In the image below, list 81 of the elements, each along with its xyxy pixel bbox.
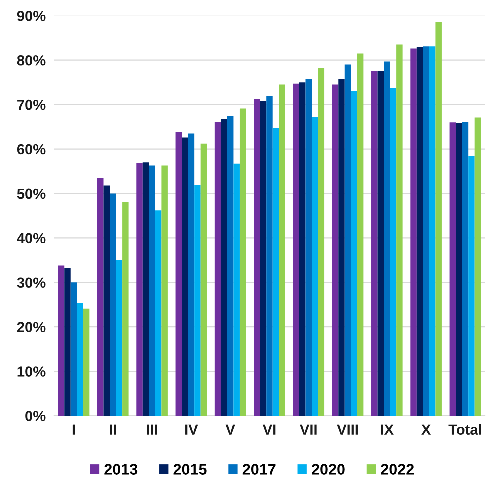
y-tick-label: 30% (17, 278, 46, 288)
bar (234, 164, 240, 416)
bar (416, 47, 424, 416)
x-tick-label: II (110, 424, 116, 435)
bar (149, 166, 156, 416)
x-tick-label: VIII (337, 424, 358, 435)
legend-label: 2013 (104, 464, 138, 475)
bar (214, 122, 222, 416)
bar (306, 79, 312, 416)
x-tick-label: III (147, 424, 158, 435)
legend-label: 2017 (242, 464, 276, 475)
bar (122, 202, 129, 416)
bar (194, 185, 201, 416)
bar (299, 82, 306, 416)
bar (70, 282, 78, 416)
bar (474, 118, 482, 416)
bar (77, 303, 84, 416)
bar (351, 91, 358, 416)
bar (344, 64, 352, 416)
y-tick-label: 10% (18, 366, 46, 377)
bar (104, 186, 110, 416)
x-tick-label: Total (448, 424, 482, 436)
bar (272, 128, 280, 416)
x-tick-label: V (226, 424, 236, 435)
y-tick-label: 50% (17, 188, 46, 200)
y-tick-label: 20% (17, 322, 46, 332)
bar (429, 46, 436, 416)
y-tick-label: 70% (18, 100, 46, 110)
y-tick-label: 90% (17, 11, 46, 22)
x-tick-label: X (422, 424, 432, 435)
bar (332, 84, 339, 416)
bar (378, 71, 384, 416)
x-tick-label: I (72, 424, 76, 435)
bar (155, 210, 162, 416)
bar (396, 44, 403, 416)
bar (142, 162, 150, 416)
bar (83, 308, 90, 416)
y-tick-label: 80% (17, 55, 46, 66)
x-tick-label: VII (300, 424, 317, 435)
bar (318, 68, 325, 416)
bar (468, 156, 475, 416)
bar (260, 101, 267, 416)
legend-label: 2020 (312, 464, 345, 475)
bar (279, 84, 286, 416)
bar (97, 178, 104, 416)
bar (227, 116, 234, 416)
bar (266, 96, 273, 416)
x-tick-label: IX (381, 424, 394, 435)
bar (110, 194, 116, 416)
bar (240, 108, 246, 416)
bar (450, 122, 456, 416)
legend-label: 2015 (174, 464, 207, 475)
y-tick-label: 60% (17, 144, 46, 155)
x-tick-label: IV (186, 424, 198, 435)
bar (221, 119, 228, 416)
bar (338, 79, 345, 416)
y-tick-label: 0% (26, 411, 46, 422)
bar (176, 132, 182, 416)
bar (410, 48, 417, 416)
bar (162, 166, 168, 416)
bar (372, 71, 378, 416)
bar (384, 62, 390, 416)
x-tick-label: VI (262, 424, 276, 435)
bar (436, 22, 442, 416)
legend-label: 2022 (381, 464, 414, 475)
y-tick-label: 40% (17, 233, 46, 244)
bar (182, 138, 188, 416)
bar (116, 260, 123, 416)
bar (293, 84, 300, 416)
bar (357, 54, 364, 416)
bar (456, 123, 462, 416)
bar (58, 266, 65, 416)
bar (390, 88, 397, 416)
bar (200, 144, 208, 416)
bar (188, 134, 195, 416)
bar (312, 117, 318, 416)
bar (136, 163, 143, 416)
bar (64, 268, 71, 416)
bar (462, 122, 469, 416)
bar (254, 99, 260, 416)
bar (423, 46, 430, 416)
